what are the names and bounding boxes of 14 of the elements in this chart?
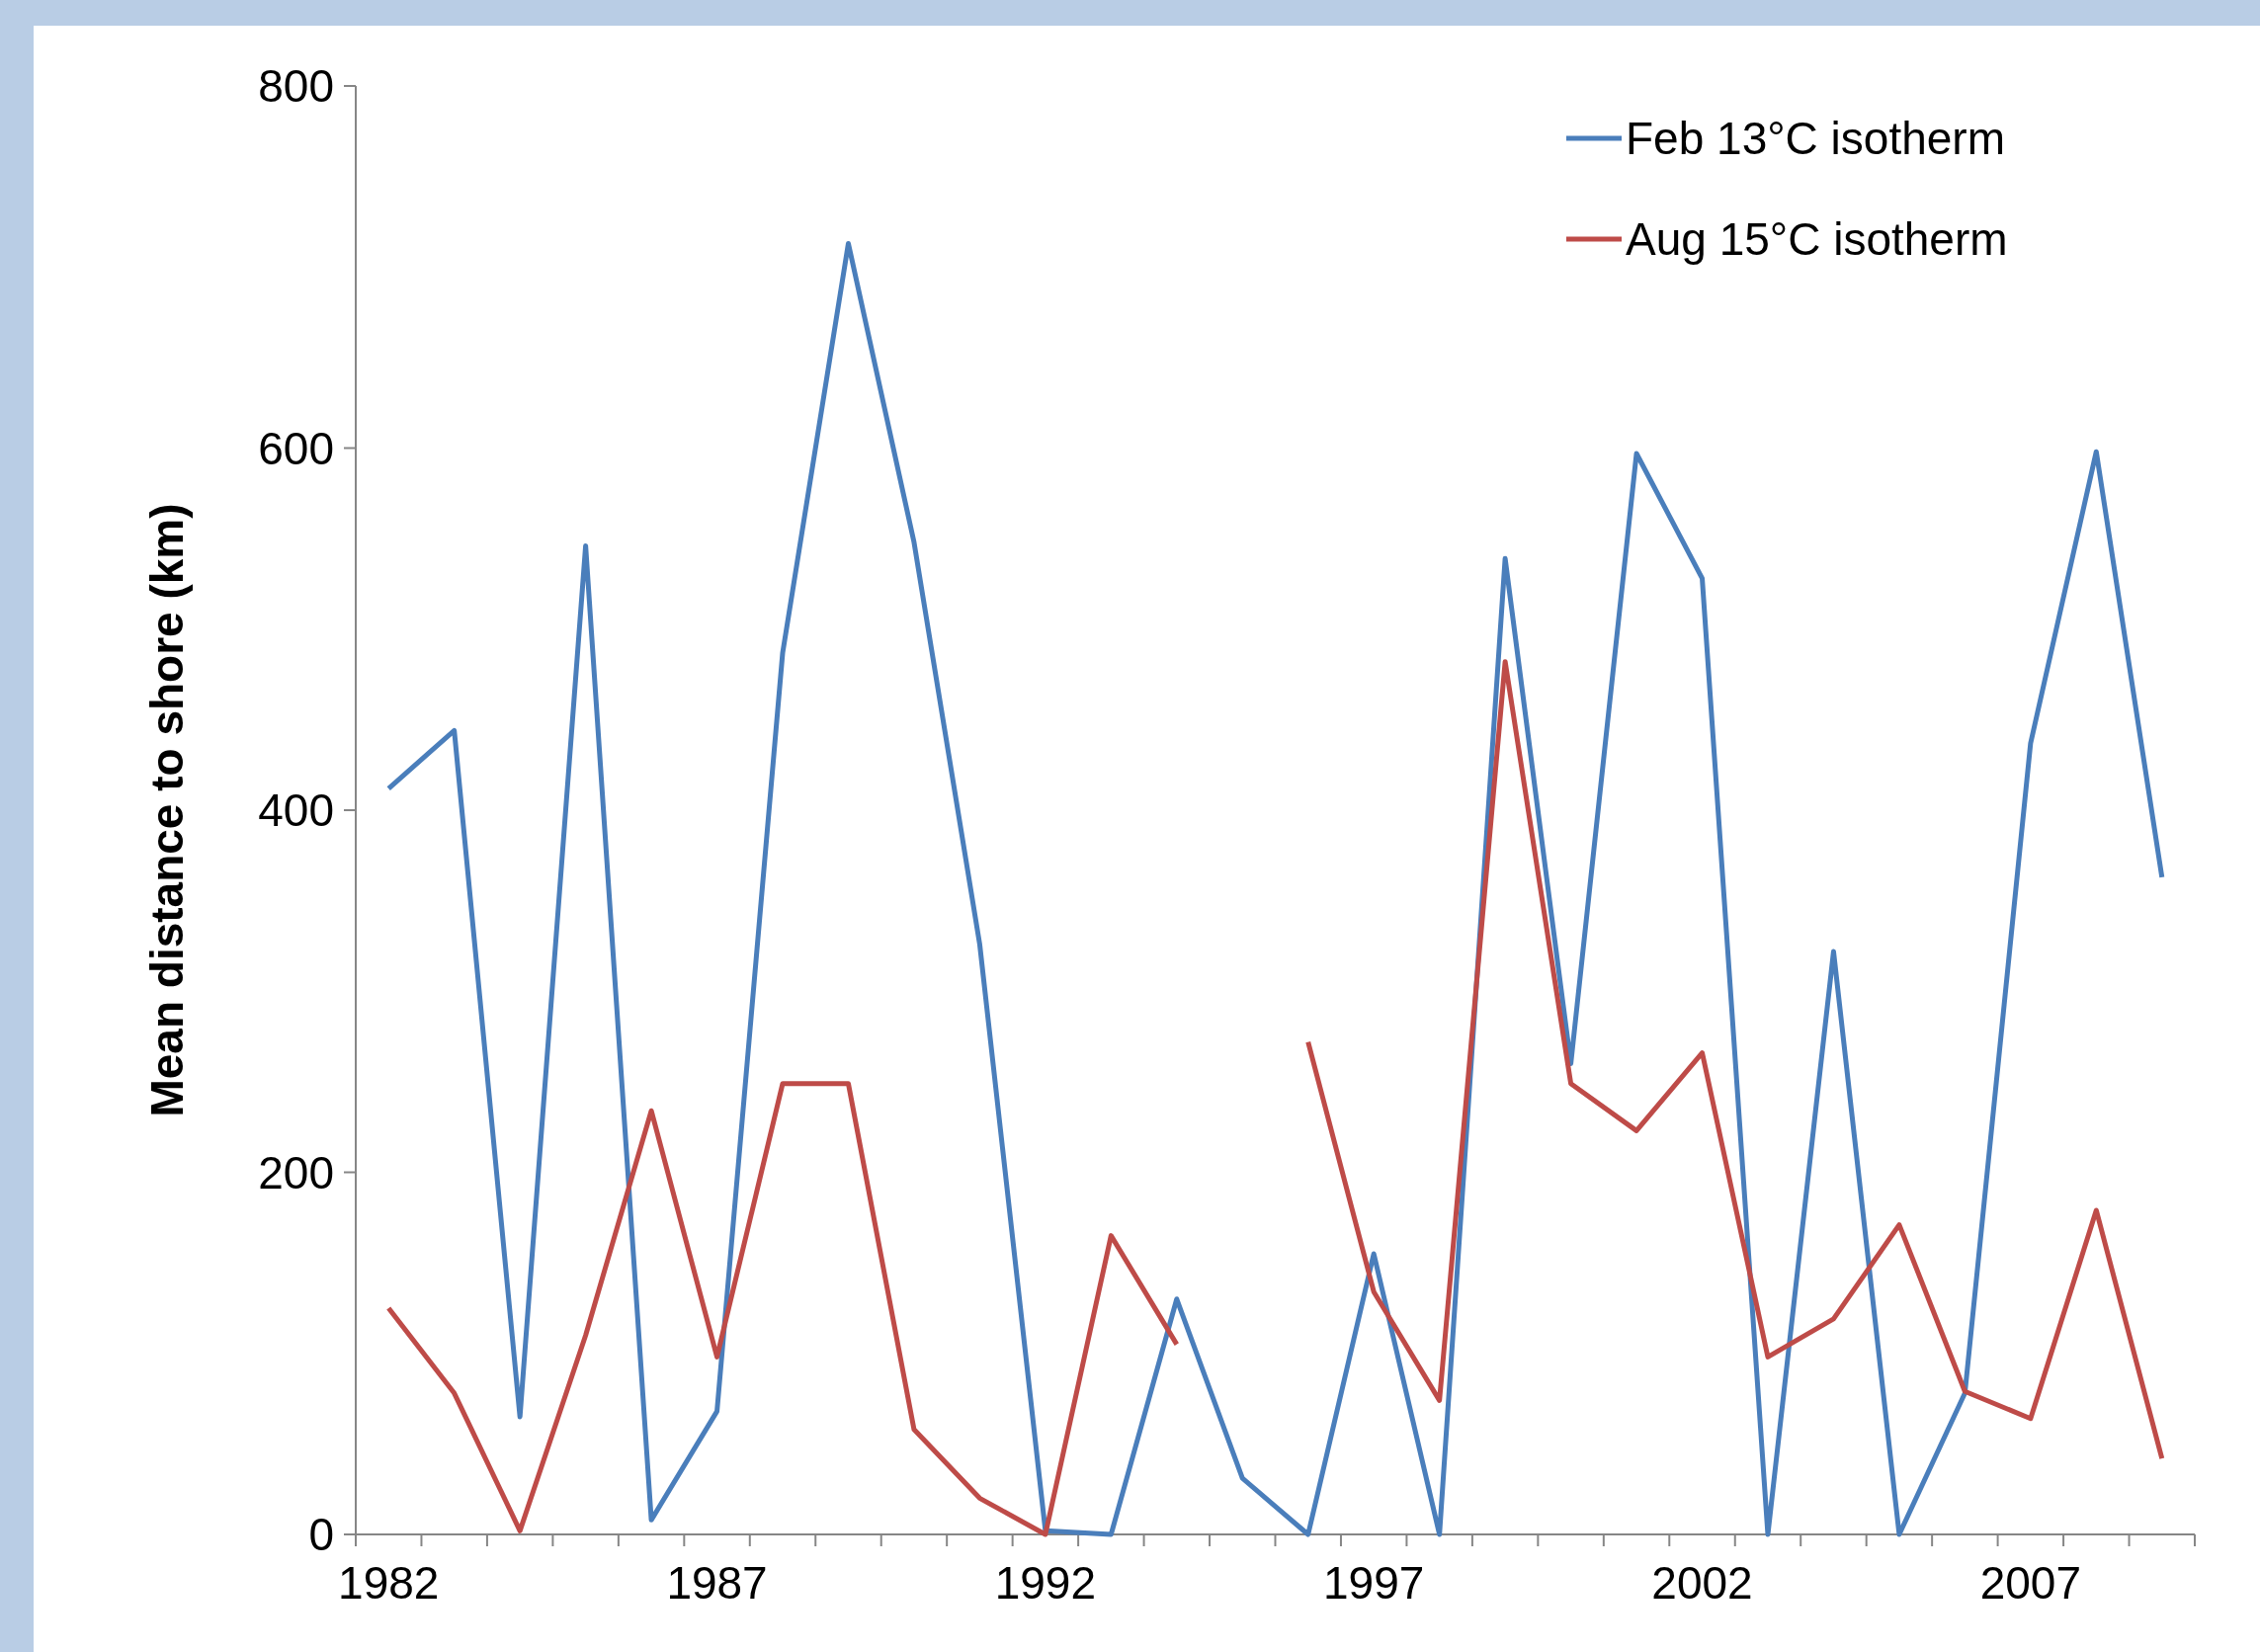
x-tick-label: 1997: [1323, 1557, 1425, 1609]
legend-label: Aug 15°C isotherm: [1626, 213, 2008, 266]
x-tick-label: 1982: [338, 1557, 440, 1609]
y-tick-label: 800: [258, 60, 334, 113]
x-tick-label: 2002: [1651, 1557, 1753, 1609]
x-tick-label: 1992: [994, 1557, 1097, 1609]
y-tick-label: 400: [258, 785, 334, 837]
x-tick-label: 2007: [1979, 1557, 2082, 1609]
legend-label: Feb 13°C isotherm: [1626, 113, 2005, 165]
y-axis-title: Mean distance to shore (km): [141, 503, 193, 1117]
y-tick-label: 200: [258, 1146, 334, 1198]
x-tick-label: 1987: [666, 1557, 768, 1609]
y-tick-label: 0: [308, 1509, 334, 1561]
y-tick-label: 600: [258, 422, 334, 474]
